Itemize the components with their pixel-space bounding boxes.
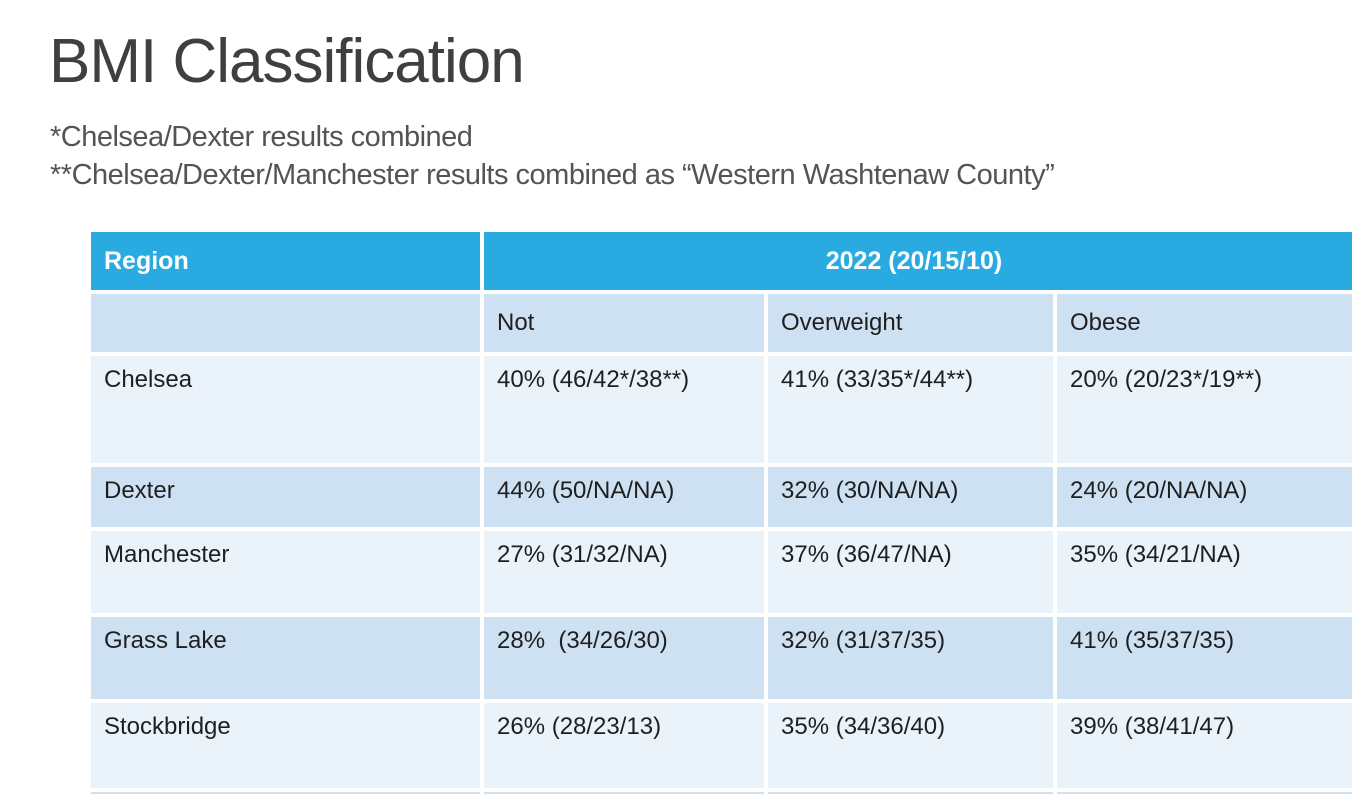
- subheader-empty-cell: [91, 294, 480, 352]
- table-row-chelsea-region: Chelsea: [91, 356, 480, 463]
- table-row-chelsea-overweight: 41% (33/35*/44**): [768, 356, 1053, 463]
- page-title: BMI Classification: [49, 27, 525, 96]
- table-row-clipped-obese: [1057, 792, 1352, 794]
- column-header-obese: Obese: [1057, 294, 1352, 352]
- footnote-western-washtenaw: **Chelsea/Dexter/Manchester results comb…: [50, 159, 1055, 191]
- table-header-region: Region: [91, 232, 480, 290]
- footnote-chelsea-dexter: *Chelsea/Dexter results combined: [50, 121, 473, 153]
- table-row-manchester-region: Manchester: [91, 531, 480, 613]
- table-row-stockbridge-obese: 39% (38/41/47): [1057, 703, 1352, 788]
- table-row-chelsea-obese: 20% (20/23*/19**): [1057, 356, 1352, 463]
- table-row-dexter-obese: 24% (20/NA/NA): [1057, 467, 1352, 527]
- table-row-clipped-region: [91, 792, 480, 794]
- table-row-stockbridge-not: 26% (28/23/13): [484, 703, 764, 788]
- footnotes: *Chelsea/Dexter results combined **Chels…: [50, 118, 1055, 194]
- table-row-clipped-overweight: [768, 792, 1053, 794]
- bmi-classification-table: Region 2022 (20/15/10) Not Overweight Ob…: [91, 232, 1352, 794]
- table-header-year: 2022 (20/15/10): [484, 232, 1352, 290]
- table-row-grass-lake-not: 28% (34/26/30): [484, 617, 764, 699]
- table-row-manchester-overweight: 37% (36/47/NA): [768, 531, 1053, 613]
- table-row-dexter-not: 44% (50/NA/NA): [484, 467, 764, 527]
- table-row-stockbridge-region: Stockbridge: [91, 703, 480, 788]
- table-row-dexter-region: Dexter: [91, 467, 480, 527]
- table-row-grass-lake-region: Grass Lake: [91, 617, 480, 699]
- table-row-dexter-overweight: 32% (30/NA/NA): [768, 467, 1053, 527]
- table-row-chelsea-not: 40% (46/42*/38**): [484, 356, 764, 463]
- column-header-overweight: Overweight: [768, 294, 1053, 352]
- column-header-not: Not: [484, 294, 764, 352]
- table-row-manchester-not: 27% (31/32/NA): [484, 531, 764, 613]
- table-row-clipped-not: [484, 792, 764, 794]
- table-row-stockbridge-overweight: 35% (34/36/40): [768, 703, 1053, 788]
- table-row-grass-lake-obese: 41% (35/37/35): [1057, 617, 1352, 699]
- table-row-manchester-obese: 35% (34/21/NA): [1057, 531, 1352, 613]
- table-row-grass-lake-overweight: 32% (31/37/35): [768, 617, 1053, 699]
